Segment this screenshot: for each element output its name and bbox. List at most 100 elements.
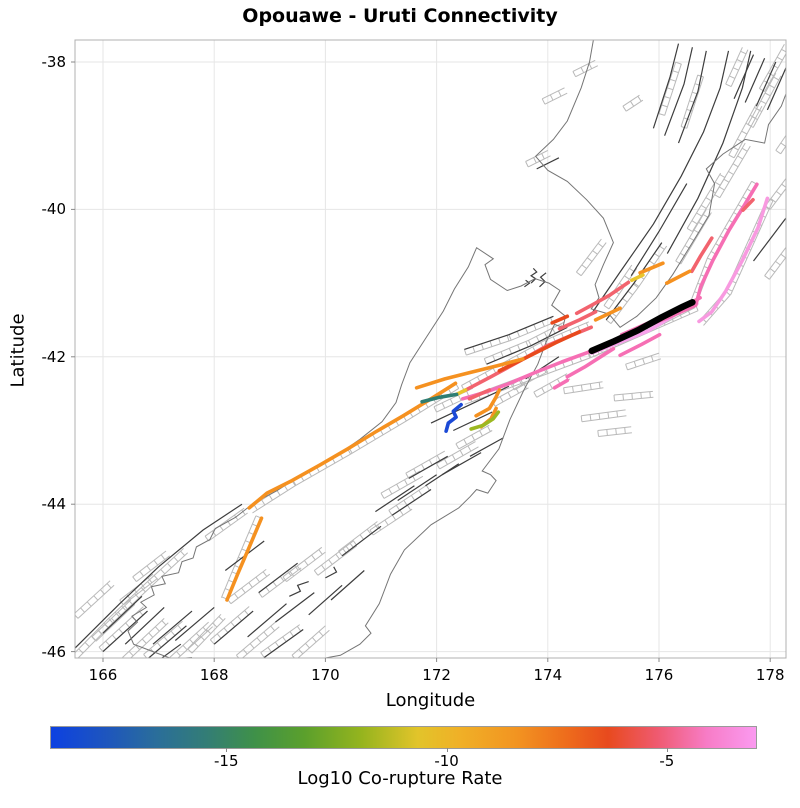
fault-ladder (91, 599, 136, 642)
rupture-line (574, 280, 631, 316)
x-tick-label: 176 (644, 666, 674, 684)
fault-ladder (576, 238, 607, 277)
fault-trace (375, 485, 415, 513)
x-tick-label: 178 (755, 666, 785, 684)
fault-ladder (187, 613, 226, 654)
fault-trace (630, 183, 688, 277)
fault-trace (486, 326, 568, 365)
grid-lines (75, 40, 786, 658)
rupture-line (497, 329, 582, 373)
fault-trace (453, 411, 493, 432)
fault-trace (247, 603, 287, 638)
fault-ladder (613, 390, 654, 402)
rupture-line (593, 306, 622, 322)
fault-trace (530, 267, 538, 284)
rupture-line (552, 378, 570, 390)
fault-trace (753, 216, 786, 262)
fault-ladder (563, 381, 604, 395)
fault-trace (441, 452, 482, 476)
y-tick-label: -44 (41, 495, 67, 514)
fault-trace (75, 503, 243, 649)
fault-ladder (132, 550, 171, 582)
colorbar-tick-label: -10 (434, 752, 459, 770)
fault-trace (152, 610, 193, 645)
colorbar-tick-label: -5 (659, 752, 675, 770)
rupture-line (444, 402, 463, 433)
fault-ladder (282, 546, 326, 582)
y-tick-label: -42 (41, 347, 67, 366)
fault-trace (666, 50, 752, 254)
rupture-line (665, 269, 692, 285)
fault-trace (425, 463, 460, 487)
fault-trace (430, 385, 510, 424)
rupture-line (565, 346, 616, 379)
colorbar-label: Log10 Co-rupture Rate (297, 768, 503, 789)
fault-trace (652, 43, 680, 129)
rupture-line (420, 392, 459, 404)
y-tick-label: -38 (41, 53, 67, 71)
x-tick-label: 168 (199, 666, 229, 684)
fault-ladder (680, 74, 704, 129)
colorbar-tick-mark (446, 748, 448, 752)
fault-ladder (169, 621, 214, 658)
rupture-line (697, 196, 770, 324)
fault-ladder (122, 618, 169, 658)
fault-ladder (625, 352, 662, 371)
fault-ladder (204, 507, 248, 542)
fault-trace (733, 54, 755, 100)
fault-trace (102, 595, 143, 634)
rupture-line (474, 388, 502, 418)
fault-ladder (380, 470, 424, 499)
fault-trace (408, 455, 448, 479)
fault-trace (289, 581, 309, 597)
rupture-line (638, 261, 665, 275)
rupture-line (693, 182, 759, 307)
rupture-line (225, 516, 264, 602)
rupture-line (630, 273, 645, 282)
fault-ladder (747, 72, 782, 128)
colorbar-tick-mark (666, 748, 668, 752)
fault-trace (766, 66, 786, 111)
rupture-line (550, 314, 570, 325)
fault-trace (664, 47, 693, 136)
fault-ladder (714, 142, 751, 199)
fault-trace (102, 610, 148, 653)
fault-trace (677, 50, 707, 144)
fault-ladder (313, 540, 358, 576)
fault-map-canvas (71, 39, 787, 662)
fault-ladder (405, 450, 448, 479)
fault-trace (275, 592, 315, 623)
fault-ladder (725, 47, 749, 88)
fault-trace (174, 606, 215, 641)
map-content (75, 40, 786, 658)
fault-trace (755, 61, 777, 107)
fault-trace (325, 566, 338, 579)
fault-trace (524, 279, 531, 288)
fault-ladder (436, 441, 479, 470)
fault-ladder (597, 426, 632, 437)
fault-trace (591, 50, 730, 313)
fault-trace (464, 315, 554, 350)
fault-trace (124, 606, 165, 645)
fault-ladder (226, 569, 271, 605)
fault-trace (539, 272, 547, 288)
chart-title: Opouawe - Uruti Connectivity (242, 5, 558, 27)
source-fault-line (588, 299, 696, 355)
rupture-line (414, 357, 525, 390)
fault-ladder (686, 172, 727, 232)
x-tick-label: 166 (88, 666, 118, 684)
rupture-line (247, 381, 458, 510)
rupture-line (467, 388, 492, 401)
colorbar (50, 726, 757, 749)
fault-trace (605, 242, 663, 321)
fault-ladder (622, 94, 644, 112)
fault-ladder (455, 424, 493, 450)
x-tick-label: 174 (533, 666, 563, 684)
fault-trace (213, 610, 254, 645)
fault-trace (391, 488, 432, 516)
fault-ladder (541, 87, 568, 105)
rupture-line (469, 410, 501, 431)
rupture-line (741, 198, 755, 212)
fault-trace (469, 437, 504, 457)
